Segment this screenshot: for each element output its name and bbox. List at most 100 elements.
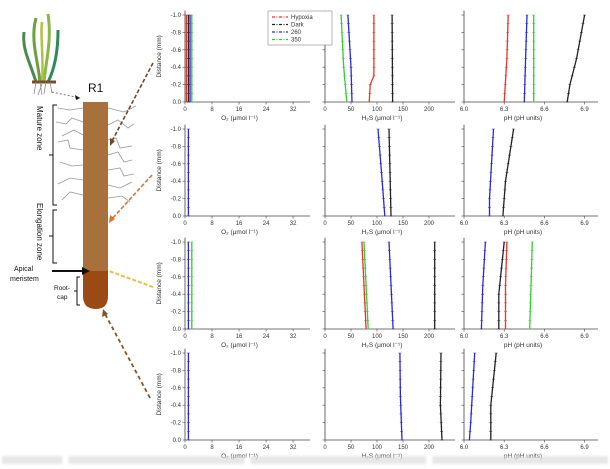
y-tick-label: -0.6: [171, 275, 182, 281]
y-tick-label: -0.4: [171, 65, 182, 71]
x-tick-label: 0: [323, 445, 327, 451]
x-tick-label: 200: [424, 221, 435, 227]
x-tick-label: 0: [183, 221, 187, 227]
x-tick-label: 32: [290, 221, 297, 227]
x-tick-label: 6.6: [540, 445, 549, 451]
root-label: R1: [88, 81, 104, 95]
x-tick-label: 6.6: [540, 221, 549, 227]
chart-panel: 6.06.36.66.9pH (pH units): [460, 348, 598, 460]
x-axis-label: pH (pH units): [504, 229, 542, 236]
chart-panel: 0 8 16 24 32 -1.0 -0.8 -0.6 -0.4 -0.2 0.0 Distance …: [156, 237, 310, 349]
x-tick-label: 150: [398, 221, 409, 227]
y-tick-label: -1.0: [171, 240, 182, 246]
x-tick-label: 6.3: [500, 445, 509, 451]
x-tick-label: 0: [183, 334, 187, 340]
y-tick-label: -1.0: [171, 127, 182, 133]
y-tick-label: 0.0: [173, 214, 182, 220]
x-tick-label: 6.3: [500, 334, 509, 340]
legend-label: 260: [291, 30, 302, 36]
x-tick-label: 24: [263, 221, 270, 227]
x-tick-label: 0: [323, 107, 327, 113]
x-tick-label: 100: [372, 445, 383, 451]
x-tick-label: 0: [183, 107, 187, 113]
legend-label: Hypoxia: [291, 15, 313, 21]
x-axis-label: H₂S (μmol l⁻¹): [362, 229, 403, 236]
x-tick-label: 150: [398, 334, 409, 340]
x-axis-label: pH (pH units): [504, 342, 542, 349]
x-axis-label: pH (pH units): [504, 115, 542, 122]
x-tick-label: 8: [210, 221, 214, 227]
pointer-arrow: [51, 91, 81, 99]
x-tick-label: 8: [210, 334, 214, 340]
x-axis-label: H₂S (μmol l⁻¹): [362, 115, 403, 122]
x-tick-label: 8: [210, 445, 214, 451]
x-tick-label: 6.9: [580, 334, 589, 340]
x-tick-label: 150: [398, 107, 409, 113]
arrow-row4: [103, 311, 151, 399]
arrow-row2: [110, 174, 153, 221]
y-tick-label: 0.0: [173, 327, 182, 333]
x-tick-label: 16: [236, 107, 243, 113]
x-tick-label: 100: [372, 221, 383, 227]
caption-blurred: [2, 456, 608, 464]
rootcap-bracket: [74, 276, 80, 306]
x-tick-label: 32: [290, 445, 297, 451]
rootcap-label-2: cap: [57, 294, 68, 301]
x-tick-label: 6.0: [460, 334, 469, 340]
root-body: [83, 102, 108, 272]
y-tick-label: 0.0: [173, 438, 182, 444]
x-tick-label: 200: [424, 107, 435, 113]
elongation-zone-bracket: [49, 209, 57, 264]
y-tick-label: -0.6: [171, 162, 182, 168]
y-axis-label: Distance (mm): [156, 35, 163, 77]
y-axis-label: Distance (mm): [156, 373, 163, 415]
x-tick-label: 24: [263, 334, 270, 340]
y-tick-label: -1.0: [171, 13, 182, 19]
seagrass-plant-icon: [22, 13, 60, 96]
y-tick-label: -0.4: [171, 179, 182, 185]
y-tick-label: -0.8: [171, 30, 182, 36]
y-tick-label: -0.8: [171, 144, 182, 150]
x-tick-label: 6.9: [580, 221, 589, 227]
y-tick-label: -0.6: [171, 48, 182, 54]
x-tick-label: 200: [424, 334, 435, 340]
chart-panel: 6.0 6.3 6.6 6.9 pH (pH units): [460, 237, 598, 349]
y-tick-label: -0.8: [171, 257, 182, 263]
x-tick-label: 6.6: [540, 334, 549, 340]
x-tick-label: 16: [236, 445, 243, 451]
x-tick-label: 6.9: [580, 107, 589, 113]
rootcap-label-1: Root-: [54, 285, 70, 292]
x-axis-label: H₂S (μmol l⁻¹): [362, 342, 403, 349]
arrow-row1: [110, 62, 154, 144]
x-tick-label: 200: [424, 445, 435, 451]
elongation-zone-label: Elongation zone: [35, 203, 44, 261]
apical-label-1: Apical: [14, 266, 34, 273]
y-tick-label: -0.4: [171, 292, 182, 298]
x-tick-label: 100: [372, 107, 383, 113]
root-hairs: [55, 105, 137, 203]
x-tick-label: 8: [210, 107, 214, 113]
x-axis-label: O₂ (μmol l⁻¹): [221, 229, 258, 236]
x-tick-label: 100: [372, 334, 383, 340]
x-tick-label: 0: [323, 334, 327, 340]
y-tick-label: -0.6: [171, 386, 182, 392]
legend-label: 350: [291, 38, 302, 44]
x-tick-label: 24: [263, 445, 270, 451]
x-tick-label: 6.0: [460, 445, 469, 451]
mature-zone-label: Mature zone: [35, 106, 44, 151]
x-axis-label: O₂ (μmol l⁻¹): [221, 115, 258, 122]
x-tick-label: 150: [398, 445, 409, 451]
y-tick-label: 0.0: [173, 100, 182, 106]
x-tick-label: 16: [236, 334, 243, 340]
legend-label: Dark: [291, 23, 305, 29]
chart-panel: 0 8 16 24 32 -1.0 -0.8 -0.6 -0.4 -0.2 0.0 Distance …: [156, 10, 310, 122]
y-axis-label: Distance (mm): [156, 262, 163, 304]
